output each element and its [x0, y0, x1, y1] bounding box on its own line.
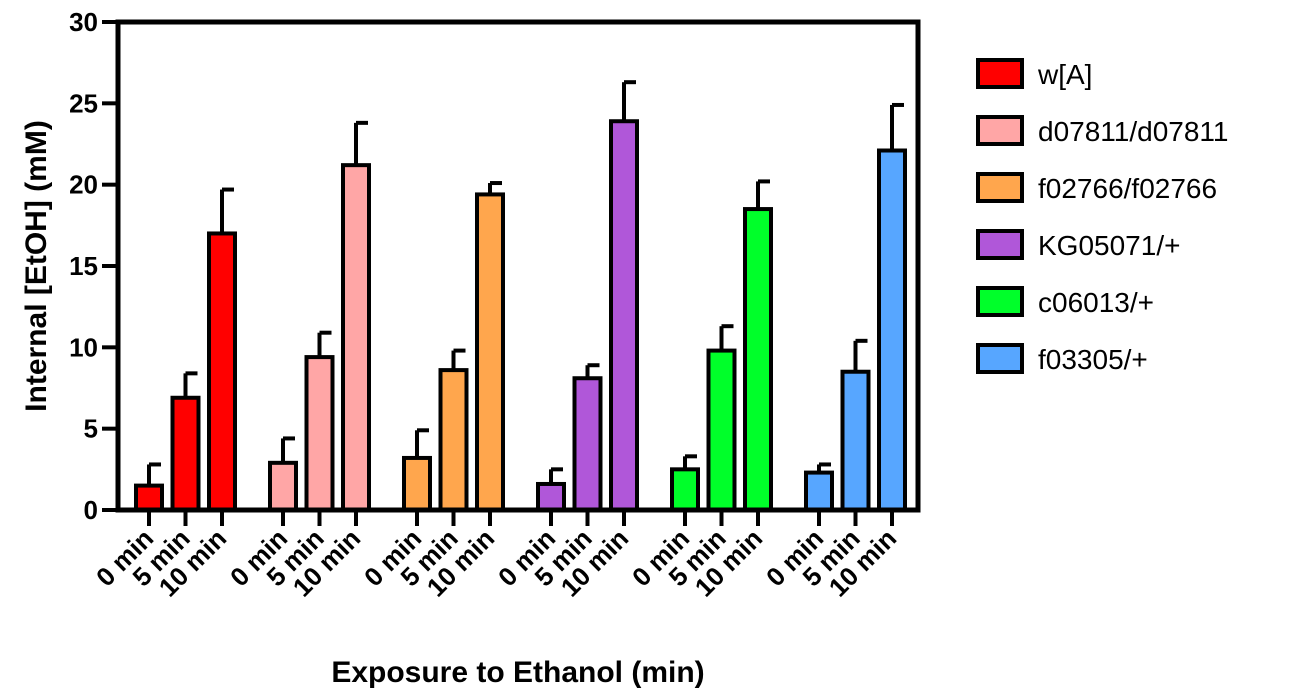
y-axis-title: Internal [EtOH] (mM) [20, 120, 53, 412]
y-tick-label: 15 [69, 251, 98, 281]
bar [743, 207, 773, 512]
plot-frame [115, 19, 921, 513]
bar [536, 481, 566, 512]
bar [706, 348, 737, 512]
legend-label: KG05071/+ [1038, 230, 1180, 261]
bar [572, 376, 603, 512]
y-tick-label: 5 [84, 414, 98, 444]
bar [877, 148, 907, 513]
legend-label: w[A] [1037, 59, 1092, 90]
bar [134, 483, 164, 513]
bar [804, 470, 834, 513]
legend-label: f02766/f02766 [1038, 173, 1217, 204]
legend-label: d07811/d07811 [1038, 116, 1229, 147]
bar [670, 467, 700, 513]
bar [475, 192, 505, 512]
bar [402, 455, 432, 512]
bar [609, 119, 639, 513]
bar [840, 369, 871, 512]
legend-swatch [976, 172, 1024, 203]
legend-swatch [976, 343, 1024, 374]
y-tick-label: 25 [69, 88, 98, 118]
bar [304, 355, 335, 512]
bar [268, 460, 298, 512]
bar [341, 163, 371, 512]
y-tick-label: 10 [69, 332, 98, 362]
bar [438, 368, 469, 512]
legend-label: f03305/+ [1038, 344, 1148, 375]
y-tick-label: 30 [69, 7, 98, 37]
legend-swatch [976, 286, 1024, 317]
x-axis-title: Exposure to Ethanol (min) [331, 656, 704, 689]
legend-swatch [976, 58, 1024, 89]
y-tick-label: 0 [84, 495, 98, 525]
bar [170, 395, 201, 513]
legend-swatch [976, 115, 1024, 146]
legend-swatch [976, 229, 1024, 260]
legend-label: c06013/+ [1038, 287, 1154, 318]
bar [207, 231, 237, 512]
y-tick-label: 20 [69, 170, 98, 200]
